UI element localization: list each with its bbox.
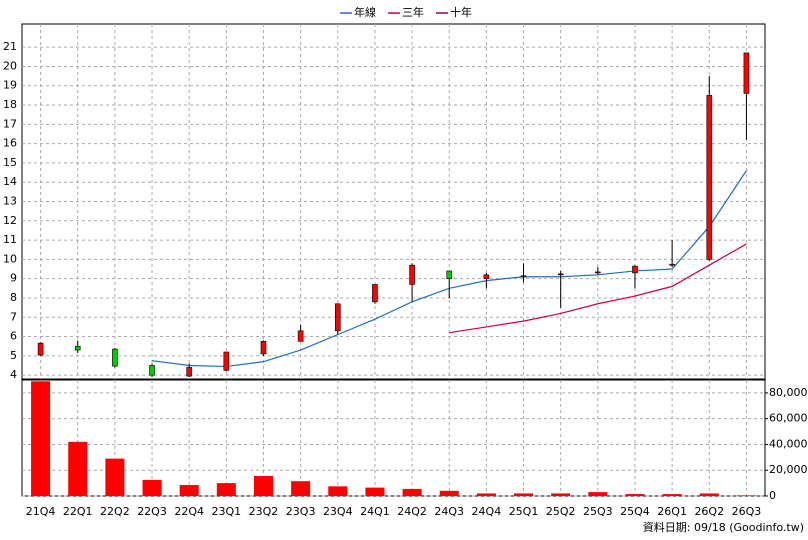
volume-bar [514, 493, 534, 496]
candle-body [223, 351, 230, 371]
x-tick-label: 26Q2 [694, 505, 724, 518]
volume-bar [142, 479, 162, 496]
y-tick-label: 9 [10, 272, 17, 285]
x-tick-label: 25Q4 [620, 505, 650, 518]
footnote: 資料日期: 09/18 (Goodinfo.tw) [643, 520, 804, 534]
y-tick-label: 6 [10, 330, 17, 343]
legend-label: 年線 [354, 5, 376, 19]
volume-bar [588, 492, 608, 496]
volume-bar [402, 488, 422, 496]
x-tick-label: 25Q1 [509, 505, 539, 518]
candle-body [37, 342, 44, 356]
volume-bar [291, 481, 311, 496]
candle-body [112, 348, 118, 367]
y-tick-label: 19 [3, 79, 17, 92]
candle-body [409, 264, 415, 285]
x-tick-label: 24Q2 [397, 505, 427, 518]
candle-body [483, 274, 490, 279]
x-tick-label: 24Q1 [360, 505, 390, 518]
y2-tick-label: 20,000 [769, 463, 808, 476]
x-tick-label: 24Q4 [472, 505, 502, 518]
volume-bar [736, 495, 756, 496]
legend-label: 三年 [402, 5, 424, 19]
candle-body [149, 365, 155, 376]
candle-body [595, 271, 601, 274]
volume-bar [439, 490, 459, 496]
y2-tick-label: 40,000 [769, 437, 808, 450]
volume-bar [476, 493, 496, 496]
candle-body [557, 273, 564, 276]
y-tick-label: 12 [3, 214, 17, 227]
volume-bar [328, 486, 348, 496]
x-tick-label: 25Q2 [546, 505, 576, 518]
x-tick-label: 24Q3 [434, 505, 464, 518]
candle-body [446, 270, 453, 279]
volume-bar [105, 458, 125, 496]
x-tick-label: 23Q4 [323, 505, 353, 518]
volume-bar [551, 493, 571, 496]
candle-body [334, 303, 341, 332]
y-tick-label: 20 [3, 59, 17, 72]
x-tick-label: 25Q3 [583, 505, 613, 518]
volume-bar [365, 487, 385, 496]
x-tick-label: 22Q3 [137, 505, 167, 518]
y-tick-label: 10 [3, 252, 17, 265]
volume-bar [68, 441, 88, 496]
x-tick-label: 26Q3 [732, 505, 762, 518]
candle-body [743, 52, 750, 94]
volume-bar [662, 494, 682, 496]
y-tick-label: 4 [10, 368, 17, 381]
candle-body [706, 95, 713, 260]
y-tick-label: 7 [10, 310, 17, 323]
y-tick-label: 8 [10, 291, 17, 304]
x-tick-label: 26Q1 [657, 505, 687, 518]
volume-bar [31, 381, 51, 496]
y-tick-label: 14 [3, 175, 17, 188]
x-tick-label: 21Q4 [26, 505, 56, 518]
volume-bar [253, 476, 273, 496]
candle-body [632, 265, 638, 274]
volume-bar [699, 493, 719, 496]
x-tick-label: 23Q2 [249, 505, 279, 518]
x-tick-label: 22Q1 [63, 505, 93, 518]
candle-body [297, 330, 304, 342]
x-tick-label: 23Q1 [211, 505, 241, 518]
y-tick-label: 11 [3, 233, 17, 246]
volume-bar [625, 494, 645, 496]
y2-tick-label: 60,000 [769, 412, 808, 425]
x-tick-label: 22Q4 [174, 505, 204, 518]
y-tick-label: 16 [3, 137, 17, 150]
y-tick-label: 5 [10, 349, 17, 362]
ma-line [449, 243, 747, 334]
x-tick-label: 22Q2 [100, 505, 130, 518]
candle-body [669, 263, 675, 266]
candle-body [186, 367, 192, 377]
legend-label: 十年 [450, 5, 472, 19]
volume-bar [216, 483, 236, 496]
y-tick-label: 13 [3, 195, 17, 208]
volume-bar [179, 485, 199, 496]
y-tick-label: 17 [3, 117, 17, 130]
y-tick-label: 21 [3, 40, 17, 53]
candle-body [520, 275, 527, 278]
y2-tick-label: 80,000 [769, 386, 808, 399]
y2-tick-label: 0 [769, 489, 776, 502]
y-tick-label: 15 [3, 156, 17, 169]
candle-body [372, 284, 378, 303]
candle-body [260, 341, 267, 355]
candle-body [74, 345, 81, 351]
x-tick-label: 23Q3 [286, 505, 316, 518]
volume-panel [21, 379, 766, 497]
y-tick-label: 18 [3, 98, 17, 111]
